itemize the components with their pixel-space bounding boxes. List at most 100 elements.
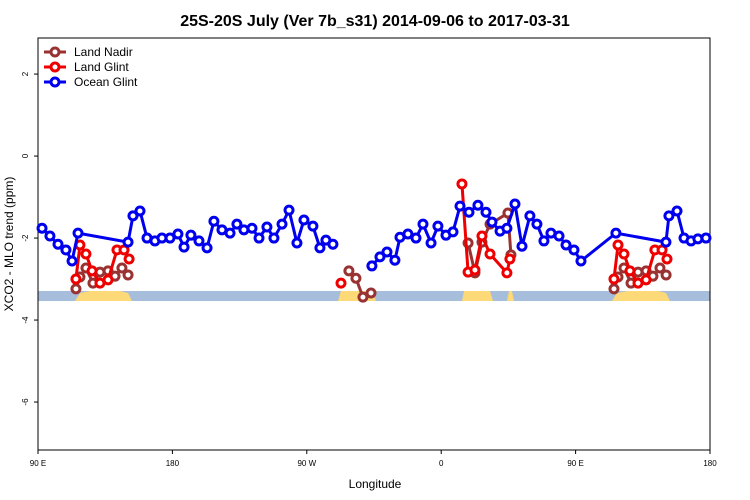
data-point: [231, 218, 243, 230]
data-point: [624, 265, 636, 277]
data-point: [66, 255, 78, 267]
series: [70, 178, 673, 289]
data-point: [122, 236, 134, 248]
data-point: [504, 253, 516, 265]
series: [36, 198, 712, 272]
data-point: [553, 230, 565, 242]
plot-frame: [37, 37, 711, 451]
data-point: [246, 222, 258, 234]
data-point: [314, 242, 326, 254]
data-point: [72, 227, 84, 239]
data-point: [663, 210, 675, 222]
data-point: [172, 228, 184, 240]
data-point: [389, 254, 401, 266]
series: [70, 207, 672, 303]
data-point: [472, 199, 484, 211]
x-tick-label: 180: [703, 459, 717, 468]
data-point: [610, 227, 622, 239]
data-point: [476, 230, 488, 242]
data-point: [417, 218, 429, 230]
data-point: [454, 200, 466, 212]
data-point: [480, 206, 492, 218]
legend-swatch: [49, 76, 61, 88]
y-tick-label: -6: [21, 398, 30, 406]
data-point: [261, 221, 273, 233]
land-patch: [612, 291, 670, 301]
data-point: [575, 255, 587, 267]
data-point: [608, 283, 620, 295]
data-point: [86, 265, 98, 277]
x-axis-label: Longitude: [349, 477, 402, 491]
data-point: [357, 291, 369, 303]
data-point: [425, 237, 437, 249]
y-tick-label: 2: [21, 71, 30, 76]
x-tick-label: 90 E: [567, 459, 583, 468]
y-tick-label: -4: [21, 316, 30, 324]
data-point: [456, 178, 468, 190]
data-point: [486, 216, 498, 228]
data-point: [36, 222, 48, 234]
data-point: [402, 228, 414, 240]
data-point: [283, 204, 295, 216]
land-patch: [507, 291, 514, 301]
data-point: [612, 239, 624, 251]
data-point: [123, 253, 135, 265]
data-point: [618, 248, 630, 260]
land-patch: [75, 291, 132, 301]
x-tick-label: 0: [439, 459, 444, 468]
series-line: [370, 202, 707, 267]
data-point: [660, 269, 672, 281]
legend-swatch: [49, 61, 61, 73]
data-point: [661, 253, 673, 265]
data-point: [164, 232, 176, 244]
data-point: [276, 218, 288, 230]
data-point: [608, 273, 620, 285]
y-tick-label: 0: [21, 153, 30, 158]
legend-swatch: [49, 46, 61, 58]
x-tick-label: 180: [166, 459, 180, 468]
data-point: [381, 246, 393, 258]
data-point: [660, 236, 672, 248]
data-point: [447, 226, 459, 238]
data-point: [291, 237, 303, 249]
data-point: [531, 218, 543, 230]
data-point: [224, 227, 236, 239]
data-point: [335, 277, 347, 289]
data-point: [193, 235, 205, 247]
data-point: [134, 205, 146, 217]
data-point: [80, 248, 92, 260]
data-point: [185, 229, 197, 241]
legend-label: Land Glint: [74, 60, 129, 74]
data-point: [102, 274, 114, 286]
data-point: [116, 262, 128, 274]
data-point: [516, 240, 528, 252]
y-tick-label: -2: [21, 234, 30, 242]
data-point: [568, 244, 580, 256]
data-point: [343, 265, 355, 277]
data-point: [463, 206, 475, 218]
legend-label: Ocean Glint: [74, 75, 138, 89]
data-point: [700, 232, 712, 244]
data-point: [298, 214, 310, 226]
data-point: [201, 242, 213, 254]
data-point: [122, 269, 134, 281]
y-axis-label: XCO2 - MLO trend (ppm): [2, 177, 16, 312]
data-point: [640, 274, 652, 286]
data-point: [509, 198, 521, 210]
data-point: [350, 272, 362, 284]
data-point: [327, 238, 339, 250]
data-point: [208, 215, 220, 227]
data-point: [268, 232, 280, 244]
data-point: [538, 235, 550, 247]
data-point: [307, 220, 319, 232]
data-point: [70, 283, 82, 295]
data-point: [178, 241, 190, 253]
data-point: [560, 239, 572, 251]
data-point: [52, 238, 64, 250]
data-point: [374, 251, 386, 263]
data-point: [484, 248, 496, 260]
data-point: [365, 287, 377, 299]
chart-title: 25S-20S July (Ver 7b_s31) 2014-09-06 to …: [180, 13, 570, 30]
data-point: [44, 230, 56, 242]
x-tick-label: 90 E: [30, 459, 46, 468]
